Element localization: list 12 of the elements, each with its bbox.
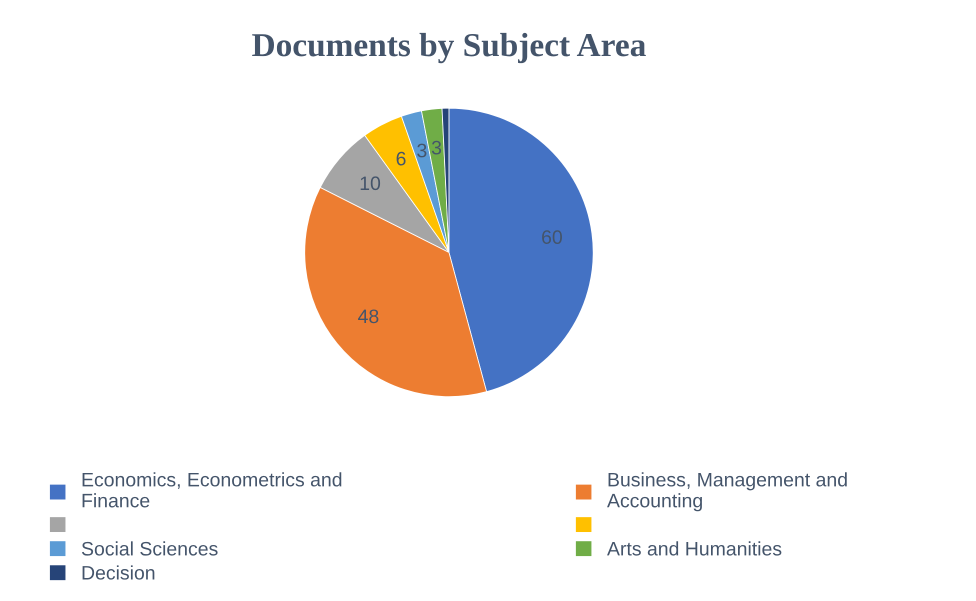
legend-label: Arts and Humanities [607,541,782,556]
legend-label: Business, Management and Accounting [607,472,847,512]
legend-label: Social Sciences [82,541,218,556]
data-label: 60 [542,230,562,244]
legend-label: Decision [82,565,154,580]
legend-label: Economics, Econometrics and Finance [82,472,342,508]
data-label: 10 [360,176,380,190]
data-label: 48 [358,309,378,324]
data-label: 6 [396,152,406,166]
data-label: 3 [417,144,426,158]
chart-title: Documents by Subject Area [252,32,646,64]
data-label: 3 [432,140,442,155]
